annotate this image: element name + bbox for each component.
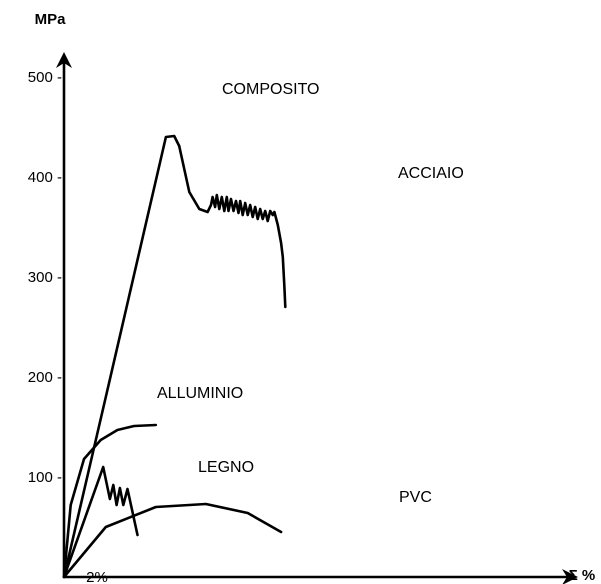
- series-curves: [62, 134, 287, 579]
- x-axis: Σ % 2%: [64, 567, 595, 584]
- label-legno: LEGNO: [198, 459, 254, 476]
- y-tick-labels: 100 - 200 - 300 - 400 - 500 -: [28, 69, 62, 486]
- y-axis-unit-label: MPa: [35, 11, 67, 28]
- y-tick-label: 200 -: [28, 369, 62, 386]
- label-alluminio: ALLUMINIO: [157, 385, 243, 402]
- x-axis-unit-label: Σ %: [569, 567, 596, 584]
- series-line-alluminio: [62, 423, 158, 579]
- y-axis: MPa: [35, 11, 72, 577]
- label-composito: COMPOSITO: [222, 81, 320, 98]
- y-tick-label: 100 -: [28, 469, 62, 486]
- series-line-acciaio: [177, 144, 287, 309]
- y-tick-label: 500 -: [28, 69, 62, 86]
- series-line-legno: [62, 465, 139, 579]
- y-axis-arrowhead: [56, 52, 72, 68]
- x-tick-label: 2%: [86, 569, 108, 584]
- y-tick-label: 400 -: [28, 169, 62, 186]
- x-axis-arrowhead: [562, 569, 578, 584]
- series-line-pvc: [62, 502, 283, 579]
- series-line-composito: [62, 134, 181, 579]
- label-acciaio: ACCIAIO: [398, 165, 464, 182]
- label-pvc: PVC: [399, 489, 432, 506]
- y-tick-label: 300 -: [28, 269, 62, 286]
- series-labels: COMPOSITO ACCIAIO ALLUMINIO LEGNO PVC: [157, 81, 464, 506]
